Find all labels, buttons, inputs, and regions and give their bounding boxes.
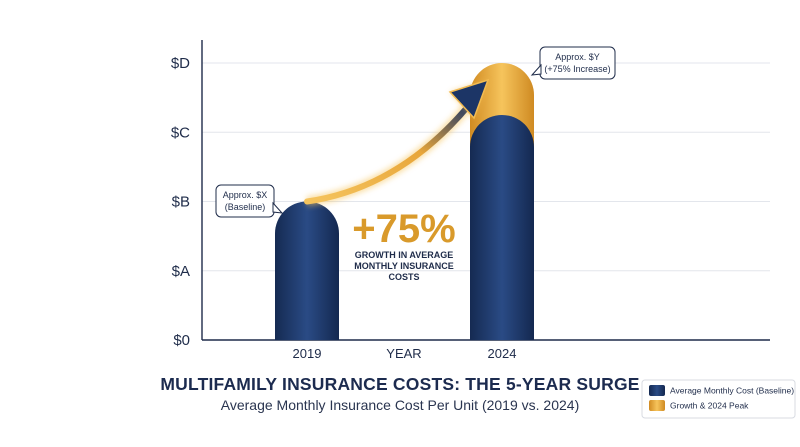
growth-caption-line: MONTHLY INSURANCE — [354, 261, 454, 271]
callout-2024: Approx. $Y (+75% Increase) — [530, 46, 616, 80]
callout-line: Approx. $Y — [555, 52, 600, 62]
legend-swatch — [649, 385, 665, 396]
y-tick-label: $C — [171, 124, 190, 141]
axis-labels: $0 $A $B $C $D 2019 2024 YEAR — [171, 55, 517, 361]
growth-arrow — [304, 78, 490, 207]
callout-box — [539, 46, 616, 80]
growth-value: +75% — [352, 207, 455, 251]
arrow-body — [304, 101, 473, 205]
x-tick-label: 2019 — [293, 346, 322, 361]
bar-baseline-2024 — [470, 114, 534, 340]
callout-line: Approx. $X — [223, 190, 268, 200]
x-tick-label: 2024 — [488, 346, 517, 361]
arrow-head — [448, 78, 490, 120]
callout-box — [215, 184, 275, 218]
growth-caption-line: COSTS — [388, 272, 419, 282]
growth-caption-line: GROWTH IN AVERAGE — [355, 250, 454, 260]
legend-box — [641, 379, 796, 419]
y-tick-label: $A — [172, 263, 190, 280]
bar-baseline-2019 — [275, 201, 339, 340]
callout-line: (Baseline) — [225, 202, 266, 212]
legend: Average Monthly Cost (Baseline) Growth & … — [641, 379, 796, 419]
x-axis-label: YEAR — [386, 346, 421, 361]
callout-2019: Approx. $X (Baseline) — [215, 184, 284, 218]
bars — [275, 63, 534, 340]
y-tick-label: $B — [172, 194, 190, 211]
y-tick-label: $D — [171, 55, 190, 72]
legend-swatch — [649, 400, 665, 411]
chart-subtitle: Average Monthly Insurance Cost Per Unit … — [221, 397, 579, 413]
chart-title: MULTIFAMILY INSURANCE COSTS: THE 5-YEAR … — [160, 374, 639, 394]
y-tick-label: $0 — [173, 332, 190, 349]
legend-label: Average Monthly Cost (Baseline) — [670, 386, 794, 396]
arrow-glow — [306, 100, 474, 207]
annotations: Approx. $X (Baseline) Approx. $Y (+75% Incr… — [215, 46, 616, 282]
callout-tail — [272, 201, 284, 214]
callout-tail — [530, 63, 542, 76]
callout-line: (+75% Increase) — [544, 64, 610, 74]
legend-label: Growth & 2024 Peak — [670, 401, 749, 411]
titles: MULTIFAMILY INSURANCE COSTS: THE 5-YEAR … — [160, 374, 639, 413]
